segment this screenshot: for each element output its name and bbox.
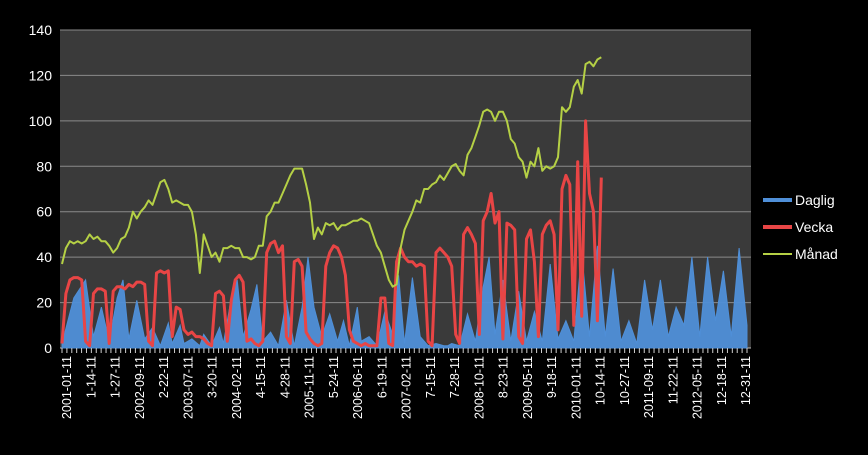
x-tick-label: 11-22-11 xyxy=(666,356,680,404)
series-månad-line xyxy=(61,56,602,288)
x-tick-label: 2002-09-11 xyxy=(133,356,147,419)
series-vecka-line xyxy=(60,119,603,348)
y-tick-label: 0 xyxy=(44,340,52,356)
x-tick-label: 2009-05-11 xyxy=(521,356,535,419)
y-tick-label: 60 xyxy=(36,204,52,220)
plot-area xyxy=(60,30,751,348)
x-tick-label: 10-14-11 xyxy=(594,356,608,405)
legend: Daglig Vecka Månad xyxy=(763,192,838,262)
x-tick-label: 5-24-11 xyxy=(327,356,341,398)
x-tick-label: 2-22-11 xyxy=(157,356,171,398)
x-tick-label: 2005-11-11 xyxy=(303,356,317,418)
x-tick-label: 2008-10-11 xyxy=(472,356,486,419)
x-tick-label: 12-31-11 xyxy=(739,356,753,405)
x-tick-label: 1-27-11 xyxy=(109,356,123,398)
x-tick-label: 1-14-11 xyxy=(84,356,98,398)
x-tick-label: 2012-05-11 xyxy=(691,356,705,419)
x-tick-label: 10-27-11 xyxy=(618,356,632,405)
y-tick-label: 20 xyxy=(36,295,52,311)
legend-label: Vecka xyxy=(795,219,833,235)
x-tick-label: 4-28-11 xyxy=(278,356,292,398)
x-tick-label: 7-28-11 xyxy=(448,356,462,398)
x-tick-label: 2007-02-11 xyxy=(400,356,414,419)
series-layer xyxy=(60,56,748,349)
legend-label: Daglig xyxy=(795,192,835,208)
x-tick-label: 12-18-11 xyxy=(715,356,729,405)
x-tick-label: 4-15-11 xyxy=(254,356,268,398)
x-tick-label: 2006-06-11 xyxy=(351,356,365,419)
x-tick-label: 2010-01-11 xyxy=(569,356,583,419)
y-tick-label: 100 xyxy=(29,113,53,129)
y-tick-label: 140 xyxy=(29,22,53,38)
y-axis: 0 20 40 60 80 100 120 140 xyxy=(29,22,53,356)
x-tick-label: 2011-09-11 xyxy=(642,356,656,418)
legend-label: Månad xyxy=(795,246,838,262)
x-tick-label: 6-19-11 xyxy=(375,356,389,398)
x-tick-label: 8-23-11 xyxy=(497,356,511,398)
x-tick-label: 2001-01-11 xyxy=(60,356,74,419)
y-tick-label: 120 xyxy=(29,67,53,83)
x-axis: 2001-01-11 1-14-11 1-27-11 2002-09-11 2-22-1… xyxy=(60,348,753,419)
y-tick-label: 80 xyxy=(36,158,52,174)
x-tick-label: 2003-07-11 xyxy=(181,356,195,419)
y-tick-label: 40 xyxy=(36,249,52,265)
x-tick-label: 2004-02-11 xyxy=(230,356,244,419)
x-tick-label: 9-18-11 xyxy=(545,356,559,398)
x-tick-label: 3-20-11 xyxy=(206,356,220,398)
x-tick-label: 7-15-11 xyxy=(424,356,438,398)
